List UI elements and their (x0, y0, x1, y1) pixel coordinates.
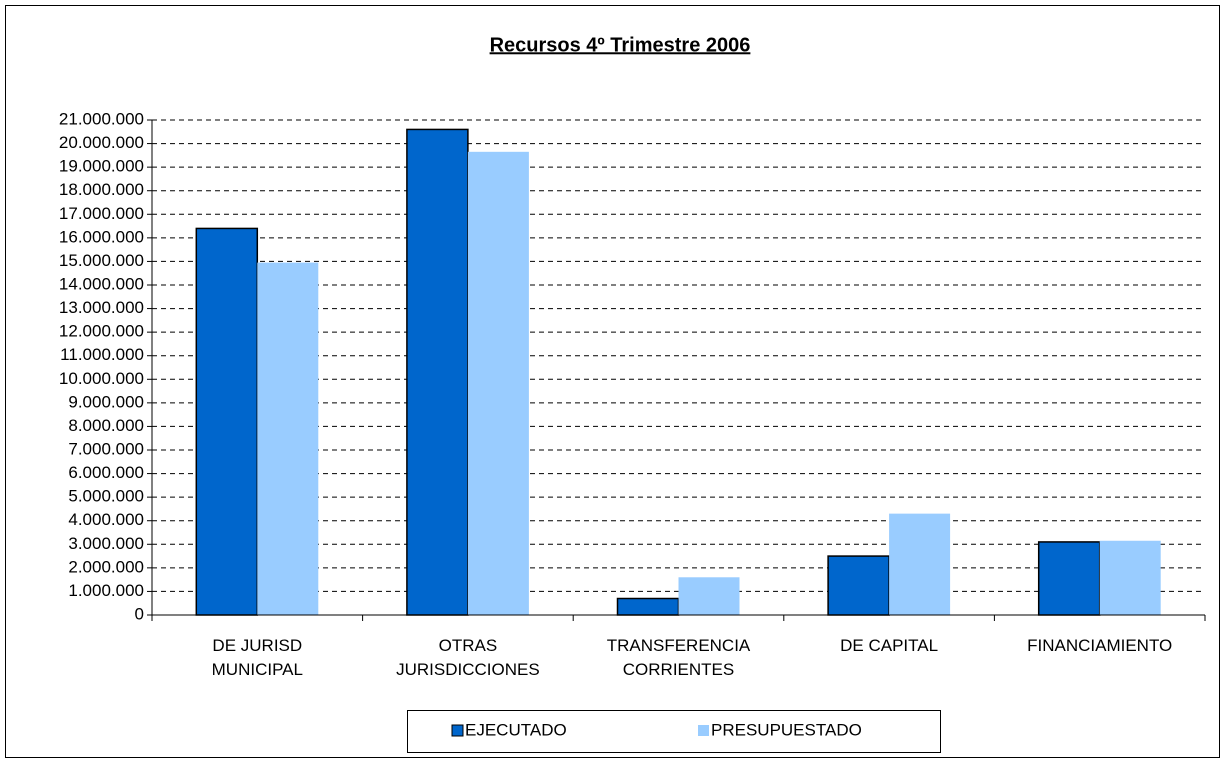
y-tick-label: 10.000.000 (59, 369, 144, 388)
bar (678, 577, 740, 615)
y-tick-label: 21.000.000 (59, 109, 144, 128)
x-tick-label: TRANSFERENCIA CORRIENTES (607, 636, 751, 679)
y-tick-label: 1.000.000 (68, 581, 144, 600)
y-tick-label: 11.000.000 (60, 345, 144, 364)
y-tick-label: 3.000.000 (68, 534, 144, 553)
y-tick-label: 0 (135, 604, 144, 623)
y-tick-label: 13.000.000 (59, 298, 144, 317)
y-tick-label: 14.000.000 (59, 274, 144, 293)
y-tick-label: 16.000.000 (59, 227, 144, 246)
x-tick-label: DE CAPITAL (840, 636, 938, 655)
y-tick-label: 8.000.000 (68, 416, 144, 435)
y-tick-label: 4.000.000 (68, 510, 144, 529)
legend-label: PRESUPUESTADO (711, 720, 862, 739)
x-tick-label: OTRAS JURISDICCIONES (396, 636, 540, 679)
bar (889, 513, 951, 615)
y-tick-label: 6.000.000 (68, 463, 144, 482)
bar (406, 128, 469, 616)
bar (616, 597, 680, 616)
bar (257, 262, 319, 615)
y-tick-label: 2.000.000 (68, 557, 144, 576)
y-tick-label: 20.000.000 (59, 133, 144, 152)
y-tick-label: 15.000.000 (59, 251, 144, 270)
bar (1099, 540, 1161, 615)
y-tick-label: 5.000.000 (68, 487, 144, 506)
legend-swatch (698, 725, 709, 736)
y-tick-label: 17.000.000 (59, 204, 144, 223)
bar (467, 151, 529, 616)
y-tick-label: 12.000.000 (59, 322, 144, 341)
y-tick-label: 19.000.000 (59, 157, 144, 176)
y-tick-label: 18.000.000 (59, 180, 144, 199)
bar (195, 227, 259, 616)
y-tick-label: 9.000.000 (68, 392, 144, 411)
legend-swatch (451, 724, 464, 737)
x-tick-label: FINANCIAMIENTO (1027, 636, 1172, 655)
y-tick-label: 7.000.000 (68, 439, 144, 458)
bar (1037, 541, 1101, 616)
bar (827, 555, 890, 616)
chart-title: Recursos 4º Trimestre 2006 (490, 34, 751, 56)
legend-label: EJECUTADO (465, 720, 567, 739)
x-tick-label: DE JURISD MUNICIPAL (212, 636, 303, 679)
legend-box (407, 710, 941, 753)
